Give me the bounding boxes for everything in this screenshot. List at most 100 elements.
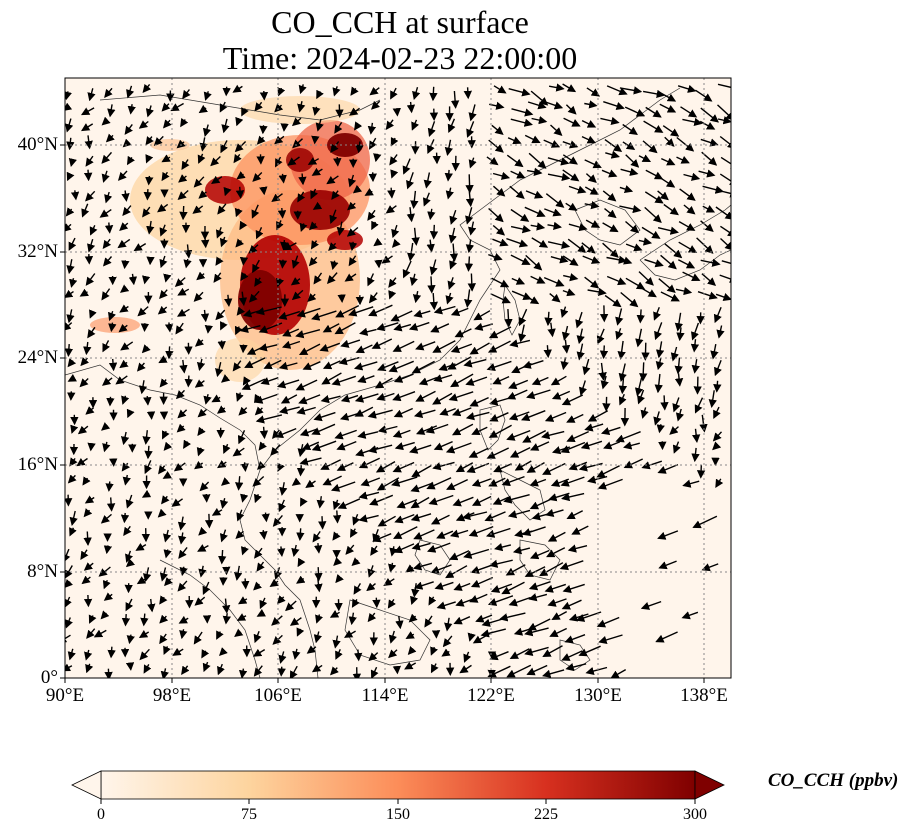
wind-arrow <box>329 610 340 618</box>
wind-arrow <box>547 322 556 338</box>
wind-arrow <box>641 342 650 361</box>
wind-arrow <box>506 664 532 678</box>
wind-arrow <box>447 277 456 290</box>
wind-arrow <box>107 104 116 118</box>
wind-arrow <box>256 461 266 470</box>
wind-arrow <box>256 561 265 572</box>
wind-arrow <box>488 139 504 153</box>
wind-arrow <box>121 395 130 405</box>
wind-arrow <box>272 514 283 527</box>
wind-arrow <box>510 208 530 222</box>
wind-arrow <box>474 322 493 331</box>
wind-arrow <box>65 91 72 101</box>
wind-arrow <box>638 271 654 286</box>
wind-arrow <box>388 290 397 300</box>
wind-arrow <box>252 172 263 182</box>
wind-arrow <box>634 377 644 397</box>
wind-arrow <box>469 396 489 407</box>
wind-arrow <box>179 629 188 640</box>
wind-arrow <box>307 293 317 302</box>
wind-arrow <box>584 186 600 195</box>
wind-arrow <box>336 221 345 236</box>
wind-arrow <box>520 410 546 422</box>
wind-arrow <box>271 193 283 203</box>
wind-arrow <box>544 208 562 217</box>
wind-arrow <box>84 254 94 265</box>
wind-arrow <box>217 340 226 350</box>
wind-arrow <box>507 509 531 519</box>
wind-arrow <box>142 430 151 445</box>
wind-arrow <box>471 426 488 436</box>
wind-arrow <box>405 564 415 573</box>
wind-arrow <box>192 205 204 214</box>
wind-arrow <box>253 581 263 591</box>
wind-arrow <box>80 549 89 560</box>
wind-arrow <box>196 271 206 281</box>
wind-arrow <box>375 460 396 473</box>
wind-arrow <box>176 308 190 317</box>
wind-arrow <box>126 634 135 645</box>
wind-arrow <box>427 208 436 221</box>
wind-arrow <box>525 254 543 271</box>
wind-arrow <box>102 340 111 353</box>
wind-arrow <box>721 260 731 265</box>
wind-arrow <box>276 595 286 605</box>
wind-arrow <box>604 139 623 153</box>
wind-arrow <box>676 155 690 164</box>
wind-arrow <box>240 462 249 472</box>
wind-arrow <box>219 529 228 543</box>
wind-arrow <box>524 294 540 305</box>
wind-arrow <box>141 344 151 354</box>
wind-arrow <box>381 255 393 264</box>
wind-arrow <box>153 135 164 146</box>
wind-arrow <box>128 273 138 286</box>
wind-arrow <box>221 477 231 486</box>
wind-arrow <box>161 171 170 182</box>
wind-arrow <box>638 237 653 246</box>
wind-arrow <box>713 406 721 419</box>
wind-arrow <box>200 309 210 323</box>
wind-arrow <box>366 582 376 592</box>
wind-arrow <box>300 497 308 507</box>
wind-arrow <box>335 649 343 660</box>
wind-arrow <box>183 258 192 269</box>
wind-arrow <box>578 462 603 472</box>
wind-arrow <box>719 274 731 283</box>
wind-arrow <box>428 596 437 606</box>
wind-arrow <box>455 462 474 473</box>
wind-arrow <box>314 567 323 582</box>
wind-arrow <box>654 322 663 341</box>
wind-arrow <box>296 528 305 541</box>
wind-arrow <box>301 441 320 451</box>
wind-arrow <box>544 100 564 110</box>
wind-arrow <box>529 498 551 510</box>
wind-arrow <box>83 508 93 518</box>
wind-arrow <box>140 613 149 627</box>
colorbar-tick-label: 0 <box>97 806 105 823</box>
wind-arrow <box>126 85 135 99</box>
wind-arrow <box>369 86 380 96</box>
wind-arrow <box>585 219 601 228</box>
wind-arrow <box>602 242 619 258</box>
wind-arrow <box>259 125 268 135</box>
wind-arrow <box>89 309 97 319</box>
wind-arrow <box>422 192 431 207</box>
wind-arrow <box>691 322 700 341</box>
wind-arrow <box>183 439 192 449</box>
wind-arrow <box>391 476 418 487</box>
wind-arrow <box>526 461 545 473</box>
wind-arrow <box>178 174 188 183</box>
wind-arrow <box>433 440 453 451</box>
wind-arrow <box>641 287 657 298</box>
wind-arrow <box>295 379 318 391</box>
wind-arrow <box>65 322 73 332</box>
wind-arrow <box>307 157 320 165</box>
wind-arrow <box>236 509 245 522</box>
wind-arrow <box>234 141 247 153</box>
wind-arrow <box>160 668 169 678</box>
wind-arrow <box>335 304 360 318</box>
wind-arrow <box>560 306 569 319</box>
wind-arrow <box>106 497 116 512</box>
wind-arrow <box>487 340 511 353</box>
wind-arrow <box>374 259 383 269</box>
